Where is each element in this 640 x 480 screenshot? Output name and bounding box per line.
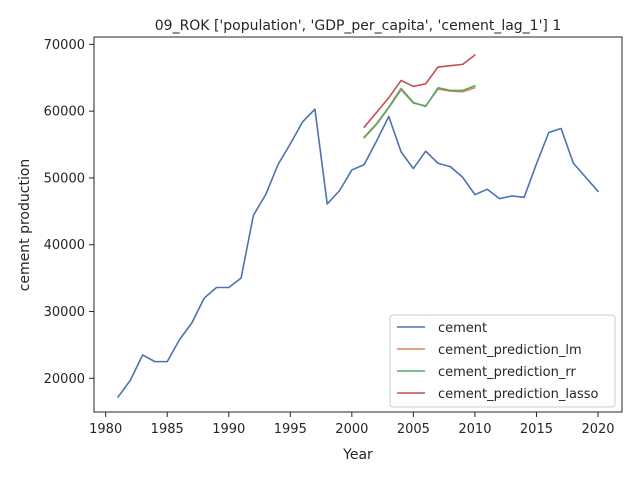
series-line-cement-prediction-lm [363,86,476,139]
legend-box [389,314,616,408]
x-tick-label: 2020 [581,422,614,437]
x-tick-label: 1985 [151,422,184,437]
x-tick-label: 1980 [89,422,122,437]
x-tick-label: 2000 [335,422,368,437]
y-tick-label: 50000 [44,171,85,186]
x-axis-label: Year [342,447,373,463]
x-tick-label: 2005 [397,422,430,437]
legend-label: cement [438,321,487,336]
series-line-cement-prediction-rr [363,84,476,138]
chart-title: 09_ROK ['population', 'GDP_per_capita', … [155,18,562,34]
y-tick-label: 70000 [44,38,85,53]
legend-label: cement_prediction_rr [438,365,576,380]
legend: cement cement_prediction_lm cement_predict… [389,314,616,408]
y-tick-label: 40000 [44,238,85,253]
x-tick-label: 2010 [458,422,491,437]
plot-lines [117,54,599,398]
y-axis: 20000 30000 40000 50000 60000 70000 [44,38,94,387]
series-line-cement-prediction-lasso [363,54,476,128]
legend-label: cement_prediction_lasso [438,387,598,402]
legend-label: cement_prediction_lm [438,343,582,358]
x-tick-label: 2015 [520,422,553,437]
x-tick-label: 1990 [212,422,245,437]
y-tick-label: 30000 [44,305,85,320]
series-line-cement [117,108,599,398]
y-axis-label: cement production [17,159,33,292]
y-tick-label: 20000 [44,372,85,387]
plot-area-frame [93,36,623,413]
x-axis: 1980 1985 1990 1995 2000 2005 2010 2015 2020 [89,412,615,437]
x-tick-label: 1995 [274,422,307,437]
y-tick-label: 60000 [44,105,85,120]
